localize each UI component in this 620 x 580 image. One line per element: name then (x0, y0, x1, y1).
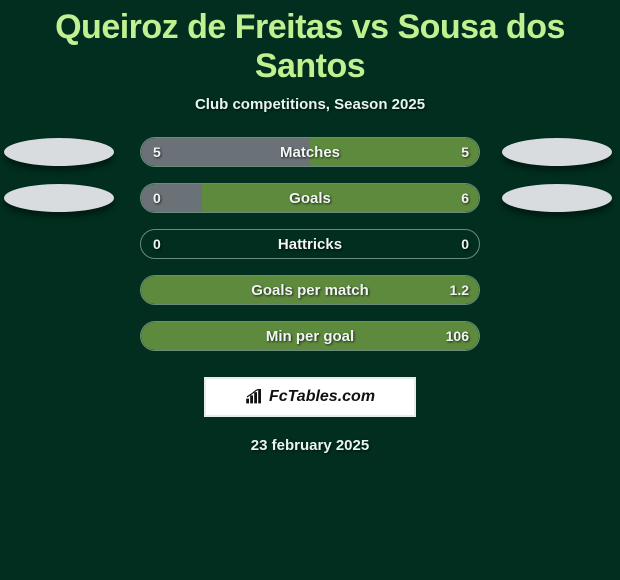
stat-value-right: 1.2 (450, 282, 469, 298)
stat-row: 0 0 Hattricks (0, 229, 620, 259)
stat-value-right: 0 (461, 236, 469, 252)
stat-row: 1.2 Goals per match (0, 275, 620, 305)
chart-icon (245, 389, 265, 405)
stat-value-right: 106 (446, 328, 469, 344)
stat-label: Hattricks (278, 236, 342, 253)
page-title: Queiroz de Freitas vs Sousa dos Santos (0, 8, 620, 86)
stat-value-right: 6 (461, 190, 469, 206)
stat-label: Goals (289, 190, 331, 207)
stat-bar: 1.2 Goals per match (140, 275, 480, 305)
stat-label: Min per goal (266, 328, 354, 345)
player-left-marker (4, 138, 114, 166)
stat-bar: 106 Min per goal (140, 321, 480, 351)
logo-box: FcTables.com (204, 377, 416, 417)
stat-value-left: 0 (153, 236, 161, 252)
stat-label: Matches (280, 144, 340, 161)
stat-value-left: 5 (153, 144, 161, 160)
stat-bar: 0 6 Goals (140, 183, 480, 213)
subtitle: Club competitions, Season 2025 (195, 96, 425, 113)
stat-value-right: 5 (461, 144, 469, 160)
stat-row: 106 Min per goal (0, 321, 620, 351)
stat-bar: 0 0 Hattricks (140, 229, 480, 259)
bar-fill-right (202, 184, 479, 212)
date-label: 23 february 2025 (251, 437, 369, 454)
stat-value-left: 0 (153, 190, 161, 206)
stats-list: 5 5 Matches 0 6 Goals 0 0 Hattricks 1.2 Goals per … (0, 137, 620, 351)
player-right-marker (502, 184, 612, 212)
player-left-marker (4, 184, 114, 212)
logo: FcTables.com (206, 379, 414, 415)
stat-row: 0 6 Goals (0, 183, 620, 213)
bar-fill-left (141, 184, 202, 212)
stat-label: Goals per match (251, 282, 369, 299)
player-right-marker (502, 138, 612, 166)
stat-row: 5 5 Matches (0, 137, 620, 167)
logo-text: FcTables.com (269, 388, 375, 406)
stat-bar: 5 5 Matches (140, 137, 480, 167)
